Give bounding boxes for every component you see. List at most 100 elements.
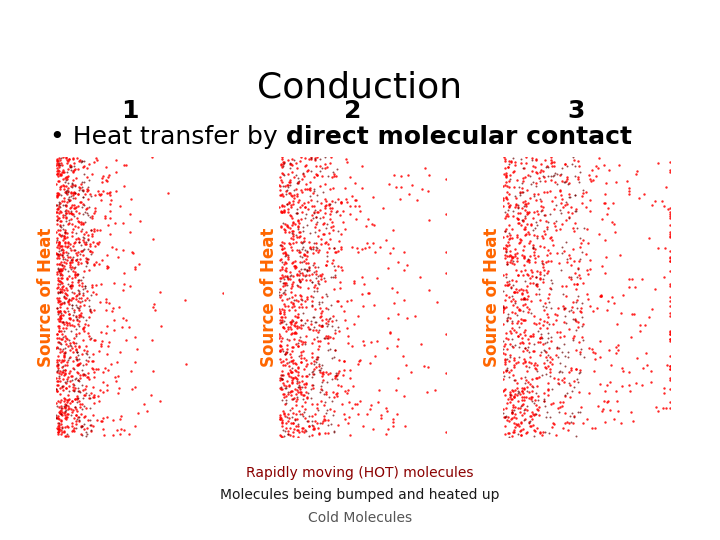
Point — [60, 383, 71, 392]
Point — [71, 214, 83, 222]
Point — [324, 210, 336, 219]
Point — [506, 252, 518, 261]
Point — [664, 253, 675, 262]
Point — [63, 372, 74, 381]
Point — [521, 208, 533, 217]
Point — [100, 298, 112, 306]
Point — [279, 258, 291, 267]
Point — [337, 217, 348, 226]
Point — [613, 161, 625, 170]
Point — [293, 222, 305, 231]
Point — [567, 297, 579, 306]
Point — [392, 258, 404, 266]
Point — [51, 212, 63, 221]
Point — [66, 188, 77, 197]
Point — [356, 183, 368, 192]
Point — [511, 233, 523, 242]
Point — [650, 403, 662, 412]
Point — [311, 333, 323, 341]
Point — [286, 234, 297, 242]
Point — [500, 169, 512, 178]
Point — [310, 162, 322, 171]
Point — [298, 249, 310, 258]
Point — [321, 252, 333, 260]
Point — [58, 402, 70, 410]
Point — [54, 239, 66, 248]
Point — [503, 159, 515, 168]
Point — [75, 312, 86, 320]
Point — [51, 387, 63, 396]
Point — [297, 269, 308, 278]
Point — [543, 343, 554, 352]
Point — [73, 260, 84, 268]
Point — [282, 359, 293, 367]
Point — [368, 239, 379, 248]
Point — [286, 280, 297, 288]
Point — [64, 196, 76, 205]
Point — [330, 368, 342, 377]
Point — [516, 289, 528, 298]
Point — [73, 360, 84, 369]
Point — [328, 167, 339, 176]
Point — [406, 181, 418, 190]
Point — [65, 203, 76, 212]
Point — [664, 330, 675, 339]
Point — [596, 407, 608, 415]
Point — [80, 281, 91, 290]
Point — [320, 261, 332, 269]
Point — [318, 411, 330, 420]
Point — [55, 426, 66, 435]
Point — [53, 264, 64, 273]
Point — [112, 253, 123, 262]
Point — [53, 322, 64, 330]
Point — [513, 323, 525, 332]
Point — [76, 247, 88, 255]
Point — [279, 281, 291, 289]
Point — [60, 403, 71, 412]
Point — [85, 192, 96, 201]
Point — [532, 338, 544, 347]
Point — [563, 368, 575, 376]
Point — [554, 402, 566, 411]
Point — [336, 400, 348, 408]
Point — [51, 243, 63, 252]
Point — [308, 259, 320, 267]
Point — [560, 238, 572, 247]
Point — [91, 154, 102, 163]
Point — [515, 319, 526, 327]
Point — [73, 342, 85, 351]
Point — [332, 421, 343, 429]
Point — [68, 288, 80, 297]
Point — [595, 292, 606, 300]
Point — [60, 340, 71, 348]
Point — [81, 259, 93, 267]
Point — [384, 248, 395, 257]
Point — [84, 335, 96, 343]
Point — [53, 160, 65, 169]
Point — [513, 238, 525, 247]
Point — [359, 340, 370, 349]
Point — [524, 353, 536, 361]
Point — [498, 374, 509, 383]
Point — [61, 304, 73, 313]
Point — [291, 324, 302, 333]
Point — [286, 347, 297, 355]
Point — [312, 197, 323, 205]
Point — [295, 358, 307, 367]
Point — [63, 387, 74, 395]
Point — [549, 221, 561, 230]
Point — [322, 247, 333, 256]
Point — [72, 392, 84, 401]
Point — [58, 197, 70, 205]
Point — [513, 353, 525, 361]
Point — [575, 403, 587, 411]
Point — [549, 178, 560, 186]
Point — [53, 408, 65, 417]
Point — [81, 373, 93, 381]
Point — [71, 420, 82, 428]
Point — [60, 407, 71, 415]
Point — [568, 256, 580, 265]
Point — [523, 377, 534, 386]
Point — [608, 227, 620, 236]
Point — [279, 390, 290, 399]
